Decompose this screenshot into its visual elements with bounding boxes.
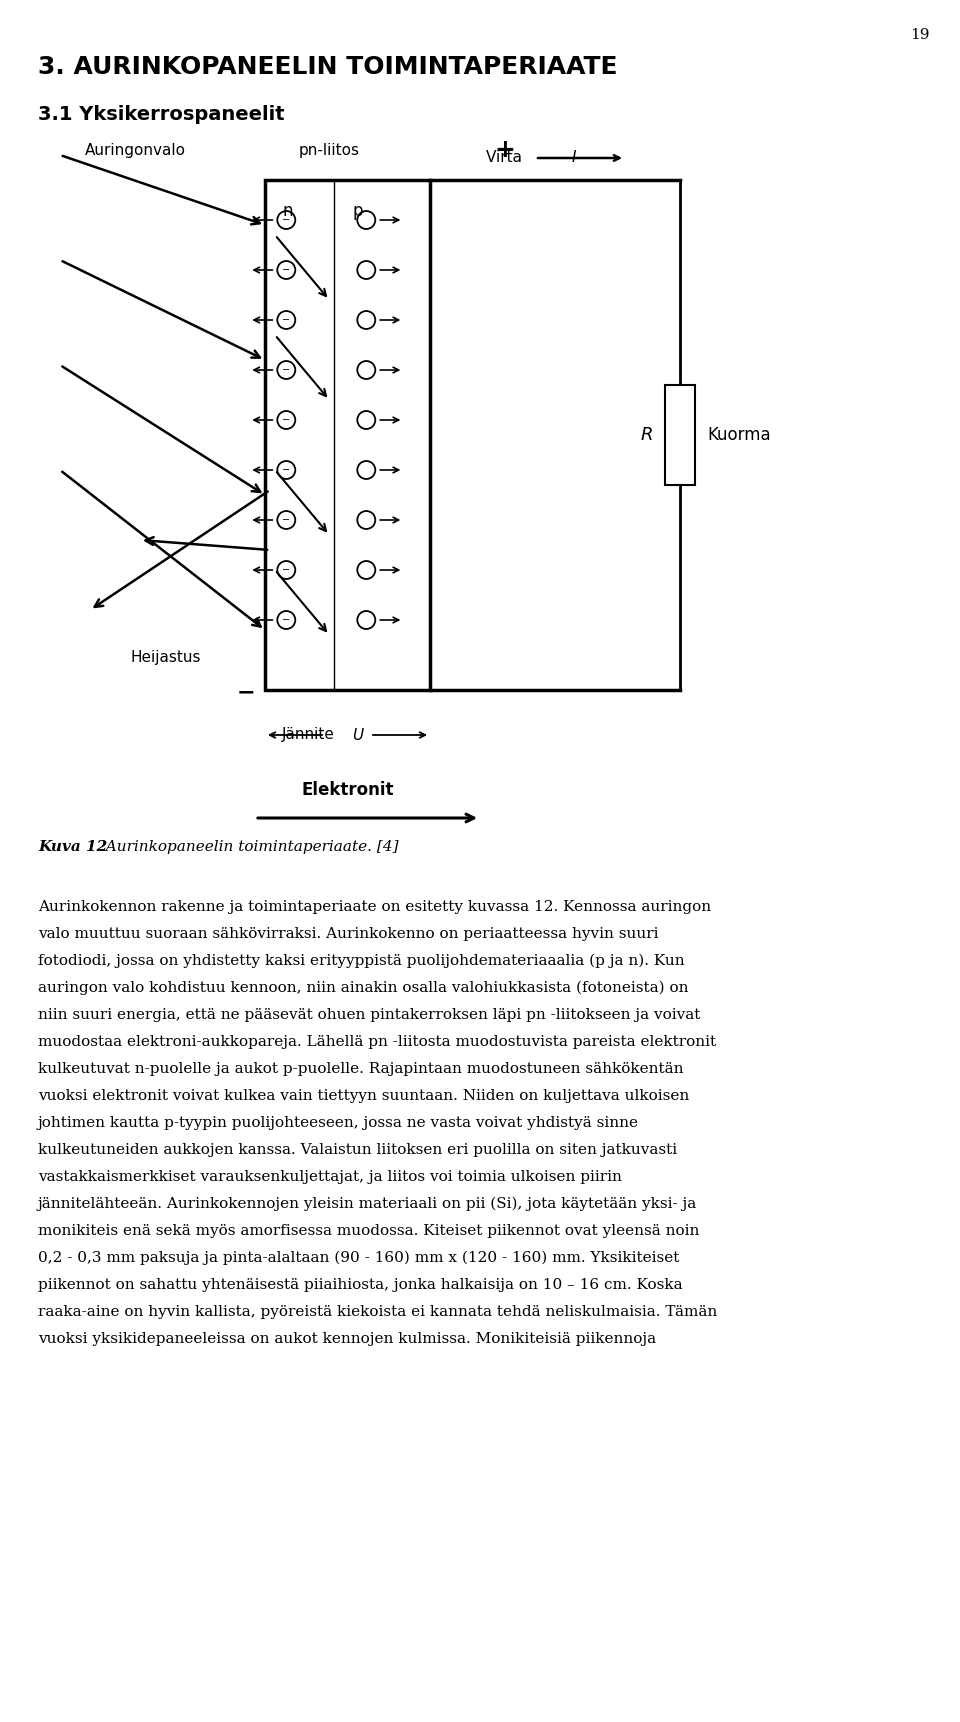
Text: −: −	[282, 265, 290, 276]
Text: p: p	[352, 201, 363, 220]
Text: piikennot on sahattu yhtenäisestä piiaihiosta, jonka halkaisija on 10 – 16 cm. K: piikennot on sahattu yhtenäisestä piiaih…	[38, 1278, 683, 1292]
Text: vuoksi yksikidepaneeleissa on aukot kennojen kulmissa. Monikiteisiä piikennoja: vuoksi yksikidepaneeleissa on aukot kenn…	[38, 1333, 656, 1347]
Text: −: −	[282, 415, 290, 425]
Text: niin suuri energia, että ne pääsevät ohuen pintakerroksen läpi pn -liitokseen ja: niin suuri energia, että ne pääsevät ohu…	[38, 1007, 701, 1021]
Text: auringon valo kohdistuu kennoon, niin ainakin osalla valohiukkasista (fotoneista: auringon valo kohdistuu kennoon, niin ai…	[38, 982, 688, 995]
Text: jännitelähteeän. Aurinkokennojen yleisin materiaali on pii (Si), jota käytetään : jännitelähteeän. Aurinkokennojen yleisin…	[38, 1197, 697, 1211]
Text: U: U	[352, 727, 364, 742]
Text: pn-liitos: pn-liitos	[299, 143, 360, 158]
Text: . Aurinkopaneelin toimintaperiaate. [4]: . Aurinkopaneelin toimintaperiaate. [4]	[96, 840, 398, 854]
Text: −: −	[282, 615, 290, 625]
Text: Kuorma: Kuorma	[707, 425, 771, 444]
Text: johtimen kautta p-tyypin puolijohteeseen, jossa ne vasta voivat yhdistyä sinne: johtimen kautta p-tyypin puolijohteeseen…	[38, 1116, 639, 1130]
Text: Heijastus: Heijastus	[130, 649, 201, 665]
Text: monikiteis enä sekä myös amorfisessa muodossa. Kiteiset piikennot ovat yleensä n: monikiteis enä sekä myös amorfisessa muo…	[38, 1224, 700, 1238]
Text: 3.1 Yksikerrospaneelit: 3.1 Yksikerrospaneelit	[38, 105, 284, 124]
Text: Virta: Virta	[486, 150, 527, 165]
Text: kulkeutuvat n-puolelle ja aukot p-puolelle. Rajapintaan muodostuneen sähkökentän: kulkeutuvat n-puolelle ja aukot p-puolel…	[38, 1062, 684, 1076]
Text: Jännite: Jännite	[281, 727, 340, 742]
Text: Aurinkokennon rakenne ja toimintaperiaate on esitetty kuvassa 12. Kennossa aurin: Aurinkokennon rakenne ja toimintaperiaat…	[38, 901, 711, 914]
Text: 3. AURINKOPANEELIN TOIMINTAPERIAATE: 3. AURINKOPANEELIN TOIMINTAPERIAATE	[38, 55, 617, 79]
Text: 0,2 - 0,3 mm paksuja ja pinta-alaltaan (90 - 160) mm x (120 - 160) mm. Yksikitei: 0,2 - 0,3 mm paksuja ja pinta-alaltaan (…	[38, 1250, 680, 1266]
Text: −: −	[282, 365, 290, 375]
Text: R: R	[640, 425, 653, 444]
Text: fotodiodi, jossa on yhdistetty kaksi erityyppistä puolijohdemateriaaalia (p ja n: fotodiodi, jossa on yhdistetty kaksi eri…	[38, 954, 684, 968]
Text: n: n	[283, 201, 294, 220]
Text: 19: 19	[910, 28, 930, 41]
Text: −: −	[282, 215, 290, 226]
Text: Kuva 12: Kuva 12	[38, 840, 108, 854]
Text: kulkeutuneiden aukkojen kanssa. Valaistun liitoksen eri puolilla on siten jatkuv: kulkeutuneiden aukkojen kanssa. Valaistu…	[38, 1143, 677, 1157]
Text: −: −	[282, 465, 290, 475]
Text: muodostaa elektroni-aukkopareja. Lähellä pn -liitosta muodostuvista pareista ele: muodostaa elektroni-aukkopareja. Lähellä…	[38, 1035, 716, 1049]
Text: vuoksi elektronit voivat kulkea vain tiettyyn suuntaan. Niiden on kuljettava ulk: vuoksi elektronit voivat kulkea vain tie…	[38, 1088, 689, 1104]
Bar	[665, 386, 695, 486]
Text: −: −	[282, 515, 290, 525]
Bar	[265, 181, 430, 691]
Text: +: +	[494, 138, 516, 162]
Text: valo muuttuu suoraan sähkövirraksi. Aurinkokenno on periaatteessa hyvin suuri: valo muuttuu suoraan sähkövirraksi. Auri…	[38, 926, 659, 940]
Text: −: −	[282, 315, 290, 325]
Text: −: −	[282, 565, 290, 575]
Text: raaka-aine on hyvin kallista, pyöreistä kiekoista ei kannata tehdä neliskulmaisi: raaka-aine on hyvin kallista, pyöreistä …	[38, 1305, 717, 1319]
Text: Auringonvalo: Auringonvalo	[84, 143, 185, 158]
Text: vastakkaismerkkiset varauksenkuljettajat, ja liitos voi toimia ulkoisen piirin: vastakkaismerkkiset varauksenkuljettajat…	[38, 1169, 622, 1185]
Text: −: −	[236, 682, 255, 703]
Text: I: I	[572, 150, 577, 165]
Text: Elektronit: Elektronit	[301, 782, 394, 799]
